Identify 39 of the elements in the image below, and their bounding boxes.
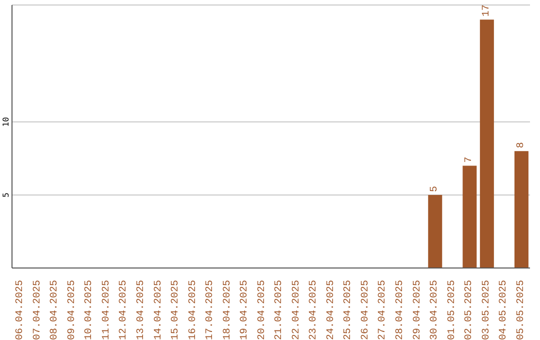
x-tick-label: 06.04.2025	[15, 280, 26, 340]
x-tick-label: 14.04.2025	[153, 280, 164, 340]
x-tick-label: 23.04.2025	[308, 280, 320, 340]
x-tick-label: 12.04.2025	[118, 280, 130, 340]
y-tick-label: 10	[2, 116, 10, 127]
x-tick-label: 21.04.2025	[274, 280, 286, 340]
data-label: 5	[430, 186, 441, 192]
bar	[514, 151, 528, 268]
x-tick-label: 27.04.2025	[378, 280, 389, 340]
x-tick-label: 01.05.2025	[446, 280, 458, 340]
x-tick-label: 29.04.2025	[412, 280, 424, 340]
bar	[462, 166, 477, 268]
x-tick-label: 04.05.2025	[498, 280, 510, 340]
x-tick-label: 05.05.2025	[516, 280, 527, 340]
x-tick-label: 17.04.2025	[205, 280, 216, 340]
x-tick-label: 08.04.2025	[50, 280, 61, 340]
x-tick-label: 20.04.2025	[256, 280, 268, 340]
x-tick-label: 19.04.2025	[240, 280, 251, 340]
x-tick-label: 26.04.2025	[360, 280, 372, 340]
x-tick-label: 15.04.2025	[170, 280, 182, 340]
bar	[480, 20, 494, 268]
x-tick-label: 30.04.2025	[430, 280, 441, 340]
x-tick-label: 07.04.2025	[32, 280, 44, 340]
x-tick-label: 24.04.2025	[326, 280, 337, 340]
x-tick-label: 25.04.2025	[343, 280, 354, 340]
x-tick-label: 09.04.2025	[66, 280, 78, 340]
x-tick-label: 28.04.2025	[395, 280, 406, 340]
x-tick-label: 03.05.2025	[481, 280, 492, 340]
x-tick-label: 13.04.2025	[136, 280, 147, 340]
x-tick-label: 22.04.2025	[291, 280, 302, 340]
bar	[428, 194, 442, 268]
data-label: 17	[481, 4, 492, 17]
data-label: 7	[464, 156, 476, 163]
x-tick-label: 16.04.2025	[188, 280, 199, 340]
x-tick-label: 11.04.2025	[101, 280, 112, 340]
data-label: 8	[516, 142, 527, 148]
x-tick-label: 10.04.2025	[84, 280, 96, 340]
x-tick-label: 18.04.2025	[222, 280, 234, 340]
x-tick-label: 02.05.2025	[464, 280, 476, 340]
